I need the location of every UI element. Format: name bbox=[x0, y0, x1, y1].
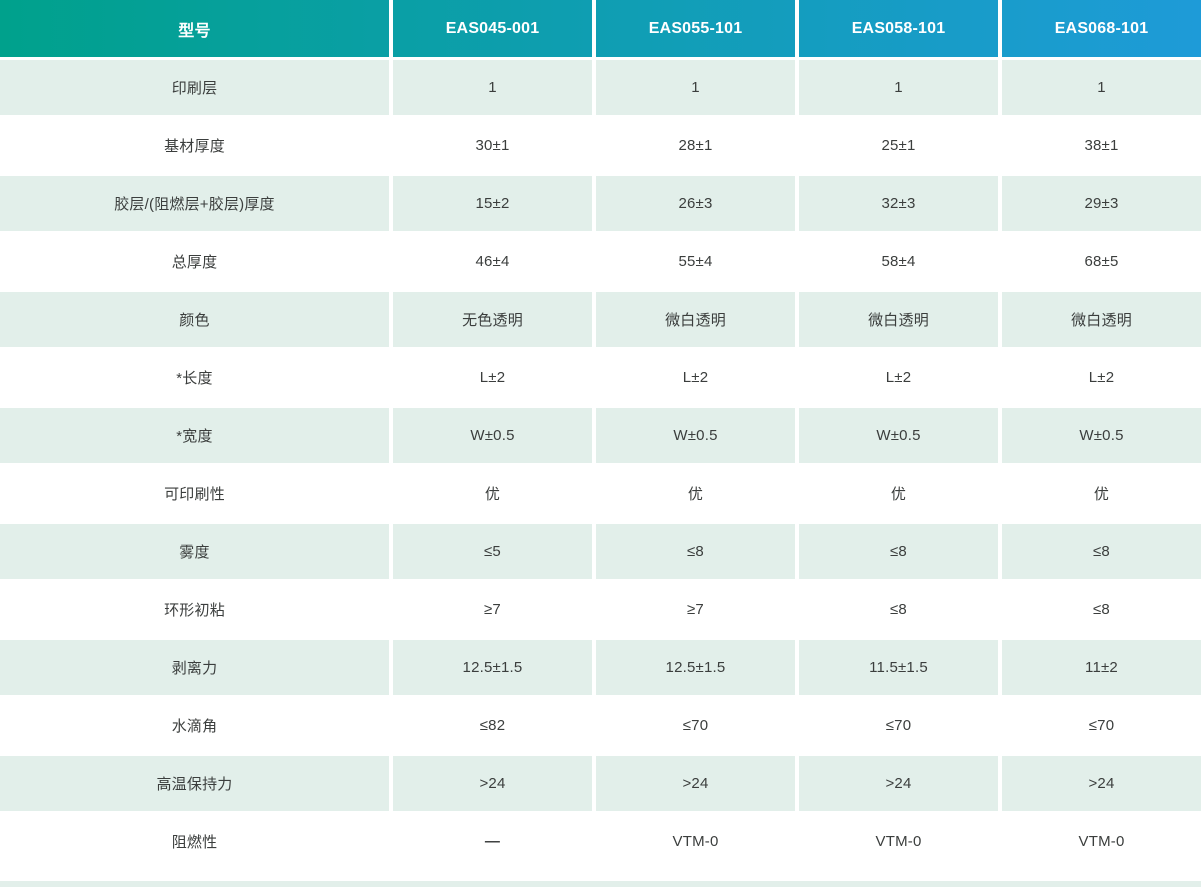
cell-value: L±2 bbox=[393, 350, 592, 405]
cell-value: 28±1 bbox=[596, 118, 795, 173]
cell-value: 1 bbox=[799, 60, 998, 115]
cell-value: ≤8 bbox=[799, 524, 998, 579]
row-label: 雾度 bbox=[0, 524, 389, 579]
cell-value: >24 bbox=[596, 756, 795, 811]
row-label: 水滴角 bbox=[0, 698, 389, 753]
cell-value: ≤70 bbox=[596, 698, 795, 753]
cell-value: 68±5 bbox=[1002, 234, 1201, 289]
cell-value: VTM-0 bbox=[596, 814, 795, 869]
column-header-product: EAS058-101 bbox=[799, 0, 998, 57]
cell-value: ≥7 bbox=[393, 582, 592, 637]
row-label: 阻燃性 bbox=[0, 814, 389, 869]
cell-value: 12.5±1.5 bbox=[596, 640, 795, 695]
cell-value: ≤8 bbox=[1002, 582, 1201, 637]
cell-value: L±2 bbox=[1002, 350, 1201, 405]
cell-value: ≤70 bbox=[1002, 698, 1201, 753]
cell-value: 30±1 bbox=[393, 118, 592, 173]
cell-value: 26±3 bbox=[596, 176, 795, 231]
cell-value: W±0.5 bbox=[1002, 408, 1201, 463]
cell-value: 46±4 bbox=[393, 234, 592, 289]
row-label: 可印刷性 bbox=[0, 466, 389, 521]
cell-value: 1 bbox=[596, 60, 795, 115]
cell-value: ≥7 bbox=[596, 582, 795, 637]
row-label: 印刷层 bbox=[0, 60, 389, 115]
cell-value: ≤8 bbox=[1002, 524, 1201, 579]
cell-value: VTM-0 bbox=[1002, 814, 1201, 869]
cell-value: 15±2 bbox=[393, 176, 592, 231]
row-label: 基材厚度 bbox=[0, 118, 389, 173]
cell-value: — bbox=[393, 814, 592, 869]
cell-value: >24 bbox=[1002, 756, 1201, 811]
row-label: *长度 bbox=[0, 350, 389, 405]
cell-value: 11±2 bbox=[1002, 640, 1201, 695]
row-label: 高温保持力 bbox=[0, 756, 389, 811]
spec-table: 型号 EAS045-001 EAS055-101 EAS058-101 EAS068-1… bbox=[0, 0, 1201, 869]
cell-value: 55±4 bbox=[596, 234, 795, 289]
cell-value: 25±1 bbox=[799, 118, 998, 173]
cell-value: ≤8 bbox=[596, 524, 795, 579]
cell-value: 11.5±1.5 bbox=[799, 640, 998, 695]
cell-value: ≤8 bbox=[799, 582, 998, 637]
cell-value: ≤5 bbox=[393, 524, 592, 579]
next-row-partial-strip bbox=[0, 881, 1201, 887]
cell-value: 优 bbox=[596, 466, 795, 521]
cell-value: >24 bbox=[393, 756, 592, 811]
cell-value: 优 bbox=[393, 466, 592, 521]
column-header-product: EAS055-101 bbox=[596, 0, 795, 57]
cell-value: 微白透明 bbox=[596, 292, 795, 347]
cell-value: 1 bbox=[393, 60, 592, 115]
cell-value: W±0.5 bbox=[393, 408, 592, 463]
cell-value: L±2 bbox=[596, 350, 795, 405]
row-label: 颜色 bbox=[0, 292, 389, 347]
column-header-product: EAS045-001 bbox=[393, 0, 592, 57]
cell-value: 优 bbox=[799, 466, 998, 521]
cell-value: 优 bbox=[1002, 466, 1201, 521]
column-header-product: EAS068-101 bbox=[1002, 0, 1201, 57]
cell-value: ≤82 bbox=[393, 698, 592, 753]
cell-value: W±0.5 bbox=[799, 408, 998, 463]
cell-value: W±0.5 bbox=[596, 408, 795, 463]
cell-value: 1 bbox=[1002, 60, 1201, 115]
cell-value: 29±3 bbox=[1002, 176, 1201, 231]
row-label: 总厚度 bbox=[0, 234, 389, 289]
row-label: *宽度 bbox=[0, 408, 389, 463]
cell-value: 32±3 bbox=[799, 176, 998, 231]
cell-value: 38±1 bbox=[1002, 118, 1201, 173]
cell-value: 58±4 bbox=[799, 234, 998, 289]
cell-value: 无色透明 bbox=[393, 292, 592, 347]
row-label: 剥离力 bbox=[0, 640, 389, 695]
column-header-model: 型号 bbox=[0, 0, 389, 57]
cell-value: >24 bbox=[799, 756, 998, 811]
cell-value: L±2 bbox=[799, 350, 998, 405]
cell-value: VTM-0 bbox=[799, 814, 998, 869]
row-label: 环形初粘 bbox=[0, 582, 389, 637]
cell-value: 12.5±1.5 bbox=[393, 640, 592, 695]
cell-value: 微白透明 bbox=[799, 292, 998, 347]
cell-value: ≤70 bbox=[799, 698, 998, 753]
row-label: 胶层/(阻燃层+胶层)厚度 bbox=[0, 176, 389, 231]
cell-value: 微白透明 bbox=[1002, 292, 1201, 347]
